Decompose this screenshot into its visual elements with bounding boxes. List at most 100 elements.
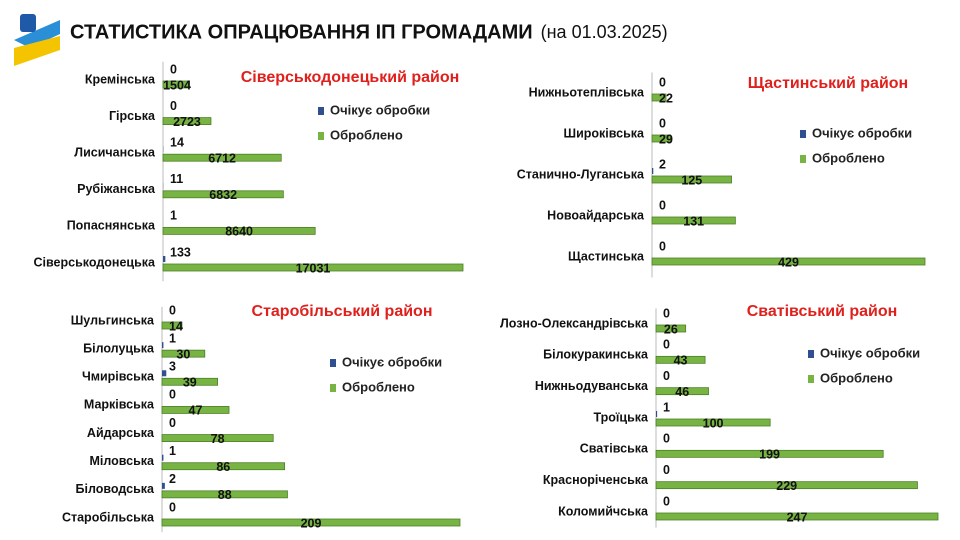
value-label: 3 [169, 360, 176, 374]
value-label: 0 [663, 369, 670, 383]
category-label: Нижньотеплівська [529, 85, 645, 99]
bar-processed [655, 355, 706, 364]
value-label: 0 [663, 494, 670, 508]
category-label: Станично-Луганська [517, 167, 645, 181]
value-label: 6832 [209, 188, 237, 202]
value-label: 8640 [225, 225, 253, 239]
value-label: 247 [787, 510, 808, 524]
bar-processed [162, 80, 190, 89]
value-label: 229 [776, 479, 797, 493]
chart-title: Сіверськодонецький район [241, 69, 460, 86]
bar-processed [162, 190, 284, 199]
category-label: Марківська [84, 398, 155, 412]
bar-processed [161, 518, 461, 527]
category-label: Рубіжанська [77, 182, 156, 196]
category-label: Коломийчська [558, 504, 649, 518]
value-label: 0 [663, 306, 670, 320]
logo-shape [14, 36, 60, 66]
bar-processed [161, 349, 206, 358]
logo-emblem [20, 14, 36, 32]
bar-processed [655, 449, 884, 458]
value-label: 46 [675, 385, 689, 399]
legend-swatch [318, 132, 324, 140]
legend-swatch [318, 107, 324, 115]
bar-processed [651, 93, 667, 102]
value-label: 88 [218, 488, 232, 502]
bar-processed [651, 257, 926, 266]
value-label: 1 [169, 331, 176, 345]
legend-swatch [330, 359, 336, 367]
legend-swatch [808, 350, 814, 358]
value-label: 0 [170, 99, 177, 113]
bar-pending [163, 256, 166, 262]
category-label: Нижньодуванська [535, 379, 649, 393]
value-label: 125 [681, 173, 702, 187]
value-label: 0 [169, 416, 176, 430]
value-label: 131 [683, 214, 704, 228]
category-label: Шульгинська [71, 313, 155, 327]
value-label: 2 [169, 472, 176, 486]
category-label: Щастинська [568, 249, 645, 263]
value-label: 78 [211, 432, 225, 446]
value-label: 17031 [296, 261, 331, 275]
legend-label: Очікує обробки [812, 125, 912, 140]
category-label: Білокуракинська [543, 348, 649, 362]
value-label: 47 [189, 404, 203, 418]
legend-label: Оброблено [812, 150, 885, 165]
value-label: 0 [663, 338, 670, 352]
value-label: 11 [170, 172, 183, 186]
value-label: 209 [301, 516, 322, 530]
category-label: Кремінська [85, 72, 156, 86]
value-label: 1504 [163, 78, 191, 92]
legend-label: Оброблено [342, 379, 415, 394]
value-label: 0 [659, 116, 666, 130]
bar-processed [162, 153, 282, 162]
value-label: 0 [169, 303, 176, 317]
value-label: 39 [183, 376, 197, 390]
value-label: 0 [169, 388, 176, 402]
bar-processed [655, 418, 771, 427]
bar-pending [162, 454, 164, 461]
logo-shape [14, 20, 60, 48]
value-label: 22 [659, 91, 673, 105]
category-label: Білолуцька [83, 341, 155, 355]
value-label: 199 [759, 448, 780, 462]
page-title: СТАТИСТИКА ОПРАЦЮВАННЯ ІП ГРОМАДАМИ [70, 21, 533, 43]
bar-pending [162, 370, 167, 377]
bar-processed [651, 134, 671, 143]
category-label: Попаснянська [67, 219, 156, 233]
bar-pending [162, 342, 164, 349]
bar-processed [161, 462, 286, 471]
category-label: Сіверськодонецька [34, 255, 157, 269]
value-label: 429 [778, 255, 799, 269]
category-label: Айдарська [87, 426, 155, 440]
category-label: Чмирівська [82, 370, 155, 384]
value-label: 0 [169, 500, 176, 514]
bar-processed [161, 434, 274, 442]
bar-processed [651, 175, 732, 184]
category-label: Старобільська [62, 510, 155, 524]
value-label: 0 [659, 198, 666, 212]
value-label: 14 [170, 135, 184, 149]
category-label: Гірська [109, 109, 156, 123]
value-label: 2 [659, 157, 666, 171]
bar-processed [161, 490, 288, 499]
bar-pending [656, 411, 658, 417]
bar-processed [162, 226, 316, 235]
category-label: Лозно-Олександрівська [500, 316, 649, 330]
value-label: 14 [169, 319, 183, 333]
legend-swatch [800, 155, 806, 163]
bar-processed [161, 377, 219, 386]
legend-label: Оброблено [330, 127, 403, 142]
bar-processed [655, 387, 709, 396]
bar-processed [161, 406, 230, 414]
category-label: Міловська [89, 454, 155, 468]
value-label: 30 [176, 347, 190, 361]
legend-swatch [800, 130, 806, 138]
bar-processed [162, 263, 464, 272]
chart-title: Сватівський район [747, 303, 898, 320]
chart-title: Щастинський район [748, 75, 908, 92]
category-label: Сватівська [580, 442, 649, 456]
chart-title: Старобільський район [252, 303, 433, 320]
